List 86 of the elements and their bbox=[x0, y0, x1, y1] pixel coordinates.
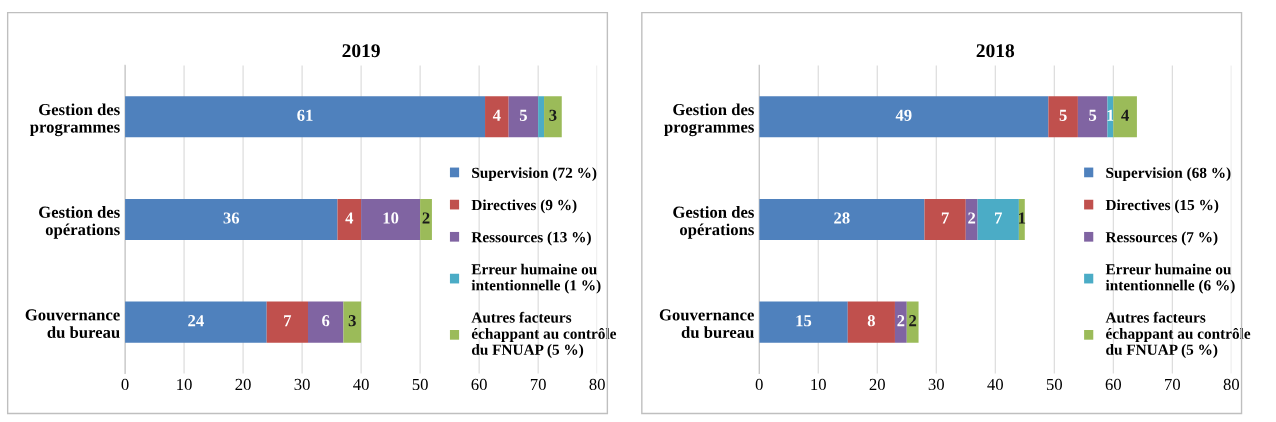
data-label: 3 bbox=[348, 315, 356, 327]
bar bbox=[759, 96, 1049, 138]
legend-label: Supervision (72 %) bbox=[472, 167, 597, 182]
legend-label: Ressources (7 %) bbox=[1105, 231, 1218, 246]
bar bbox=[420, 198, 432, 240]
bar bbox=[125, 96, 486, 138]
x-tick-label: 50 bbox=[1046, 378, 1062, 391]
x-tick-label: 0 bbox=[121, 378, 129, 391]
data-label: 3 bbox=[549, 109, 557, 121]
x-tick-label: 80 bbox=[1223, 378, 1240, 391]
y-tick-label: Gestion des opérations bbox=[39, 206, 120, 239]
bar bbox=[847, 301, 895, 343]
y-tick-label: Gestion des programmes bbox=[29, 103, 120, 137]
bar bbox=[924, 198, 966, 240]
bar bbox=[977, 198, 1019, 240]
bar bbox=[759, 301, 848, 343]
data-label: 8 bbox=[867, 315, 875, 327]
data-label: 10 bbox=[383, 212, 399, 224]
x-tick-label: 10 bbox=[811, 378, 826, 391]
bar bbox=[544, 96, 562, 138]
legend-label: Erreur humaine ou intentionnelle (6 %) bbox=[1105, 263, 1235, 294]
x-tick-label: 20 bbox=[235, 378, 251, 391]
data-label: 5 bbox=[1059, 109, 1067, 121]
y-tick-label: Gestion des opérations bbox=[673, 206, 754, 239]
legend-label: Supervision (68 %) bbox=[1106, 167, 1231, 182]
bar bbox=[266, 301, 308, 343]
bar bbox=[1077, 96, 1108, 138]
x-tick-label: 40 bbox=[353, 378, 369, 391]
data-label: 2 bbox=[422, 212, 430, 224]
bar bbox=[1018, 198, 1025, 240]
x-tick-label: 0 bbox=[755, 378, 763, 391]
y-tick-label: Gouvernance du bureau bbox=[659, 309, 754, 338]
y-tick-label: Gouvernance du bureau bbox=[25, 309, 120, 338]
x-tick-label: 60 bbox=[471, 378, 487, 391]
chart-title: 2018 bbox=[976, 44, 1015, 58]
x-tick-label: 30 bbox=[294, 378, 310, 391]
data-label: 5 bbox=[1089, 109, 1097, 121]
bar bbox=[759, 198, 925, 240]
legend-label: Erreur humaine ou intentionnelle (1 %) bbox=[471, 263, 601, 294]
data-label: 6 bbox=[322, 315, 330, 327]
bar bbox=[343, 301, 362, 343]
bar bbox=[307, 301, 344, 343]
legend-label: Directives (15 %) bbox=[1105, 199, 1219, 214]
data-label: 7 bbox=[941, 212, 949, 224]
data-label: 4 bbox=[1121, 109, 1129, 121]
x-tick-label: 10 bbox=[177, 378, 192, 391]
data-label: 4 bbox=[345, 212, 354, 224]
data-label: 2 bbox=[968, 212, 976, 224]
x-tick-label: 80 bbox=[589, 378, 605, 391]
x-tick-label: 40 bbox=[987, 378, 1003, 391]
x-tick-label: 30 bbox=[928, 378, 944, 391]
bar bbox=[361, 198, 421, 240]
data-label: 61 bbox=[297, 109, 313, 121]
bar bbox=[337, 198, 362, 240]
bar bbox=[1048, 96, 1078, 138]
data-label: 49 bbox=[895, 109, 912, 121]
chart-title: 2019 bbox=[342, 44, 380, 58]
data-label: 1 bbox=[1019, 212, 1026, 224]
bar bbox=[894, 301, 907, 343]
x-tick-label: 70 bbox=[1165, 378, 1181, 391]
x-tick-label: 70 bbox=[530, 378, 546, 391]
bar bbox=[125, 301, 267, 343]
data-label: 2 bbox=[909, 315, 917, 327]
data-label: 4 bbox=[492, 109, 501, 121]
y-tick-label: Gestion des programmes bbox=[664, 103, 754, 137]
legend-label: Directives (9 %) bbox=[471, 199, 577, 214]
x-tick-label: 60 bbox=[1105, 378, 1122, 391]
x-tick-label: 50 bbox=[412, 378, 428, 391]
data-label: 2 bbox=[897, 315, 905, 327]
bar bbox=[1113, 96, 1137, 138]
data-label: 15 bbox=[796, 315, 812, 327]
bar bbox=[485, 96, 509, 138]
data-label: 5 bbox=[519, 109, 527, 121]
bar bbox=[125, 198, 338, 240]
bar bbox=[906, 301, 919, 343]
data-label: 1 bbox=[1107, 109, 1114, 121]
bar bbox=[965, 198, 978, 240]
data-label: 7 bbox=[995, 212, 1002, 224]
data-label: 7 bbox=[284, 315, 292, 327]
bar bbox=[508, 96, 539, 138]
bar bbox=[538, 96, 545, 138]
data-label: 24 bbox=[188, 315, 204, 327]
data-label: 28 bbox=[834, 212, 850, 224]
legend-label: Ressources (13 %) bbox=[471, 231, 591, 246]
data-label: 36 bbox=[223, 212, 240, 224]
x-tick-label: 20 bbox=[869, 378, 885, 391]
